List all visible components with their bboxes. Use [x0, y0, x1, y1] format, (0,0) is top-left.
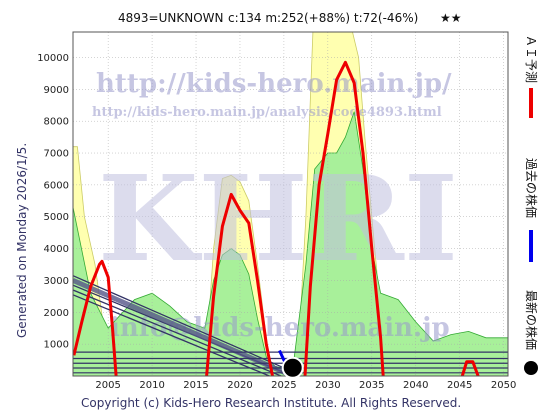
legend-label: 過去の株価: [524, 158, 539, 218]
x-tick-label: 2040: [403, 380, 428, 391]
x-tick-label: 2050: [491, 380, 516, 391]
y-tick-label: 2000: [44, 308, 69, 319]
y-tick-label: 3000: [44, 276, 69, 287]
x-tick-label: 2015: [183, 380, 208, 391]
x-tick-label: 2035: [359, 380, 384, 391]
y-tick-label: 7000: [44, 149, 69, 160]
legend-label: 最新の株価: [524, 290, 539, 350]
y-tick-label: 4000: [44, 244, 69, 255]
x-tick-label: 2025: [271, 380, 296, 391]
plot-area: http://kids-hero.main.jp/ http://kids-he…: [72, 31, 509, 379]
x-tick-label: 2020: [227, 380, 252, 391]
x-tick-label: 2005: [95, 380, 120, 391]
legend-swatch-dot: [524, 361, 538, 375]
watermark-layer: http://kids-hero.main.jp/ http://kids-he…: [92, 69, 458, 343]
latest-dot-layer: [281, 356, 304, 379]
copyright-footer: Copyright (c) Kids-Hero Research Institu…: [81, 396, 461, 410]
chart-header-code: 4893=UNKNOWN: [118, 11, 224, 25]
watermark-logo: KHRI: [98, 149, 458, 288]
legend-label: ＡＩ予測: [524, 35, 538, 83]
ai-forecast-line: [303, 60, 385, 376]
x-tick-label: 2010: [139, 380, 164, 391]
x-axis-ticks: 2005 2010 2015 2020 2025 2030 2035 2040 2045 2050: [95, 380, 516, 391]
chart-header-stars: ★★: [440, 11, 462, 25]
watermark-url-main: http://kids-hero.main.jp/: [96, 69, 452, 99]
chart-header-stats: c:134 m:252(+88%) t:72(-46%): [228, 11, 418, 25]
watermark-url-analysis: http://kids-hero.main.jp/analysis/code48…: [92, 105, 442, 120]
y-tick-label: 8000: [44, 117, 69, 128]
y-tick-label: 9000: [44, 85, 69, 96]
y-tick-label: 1000: [44, 340, 69, 351]
y-tick-label: 10000: [37, 53, 69, 64]
x-tick-label: 2030: [315, 380, 340, 391]
y-axis-ticks: 1000 2000 3000 4000 5000 6000 7000 8000 9000 1000…: [37, 53, 69, 351]
green-band: [73, 111, 508, 376]
ai-forecast-line: [460, 360, 480, 376]
generated-date-note: Generated on Monday 2026/1/5.: [15, 143, 29, 338]
ai-forecast-line: [73, 259, 118, 376]
latest-price-dot: [281, 356, 304, 379]
y-tick-label: 5000: [44, 212, 69, 223]
y-tick-label: 6000: [44, 180, 69, 191]
x-tick-label: 2045: [447, 380, 472, 391]
ai-forecast-line: [205, 192, 274, 376]
